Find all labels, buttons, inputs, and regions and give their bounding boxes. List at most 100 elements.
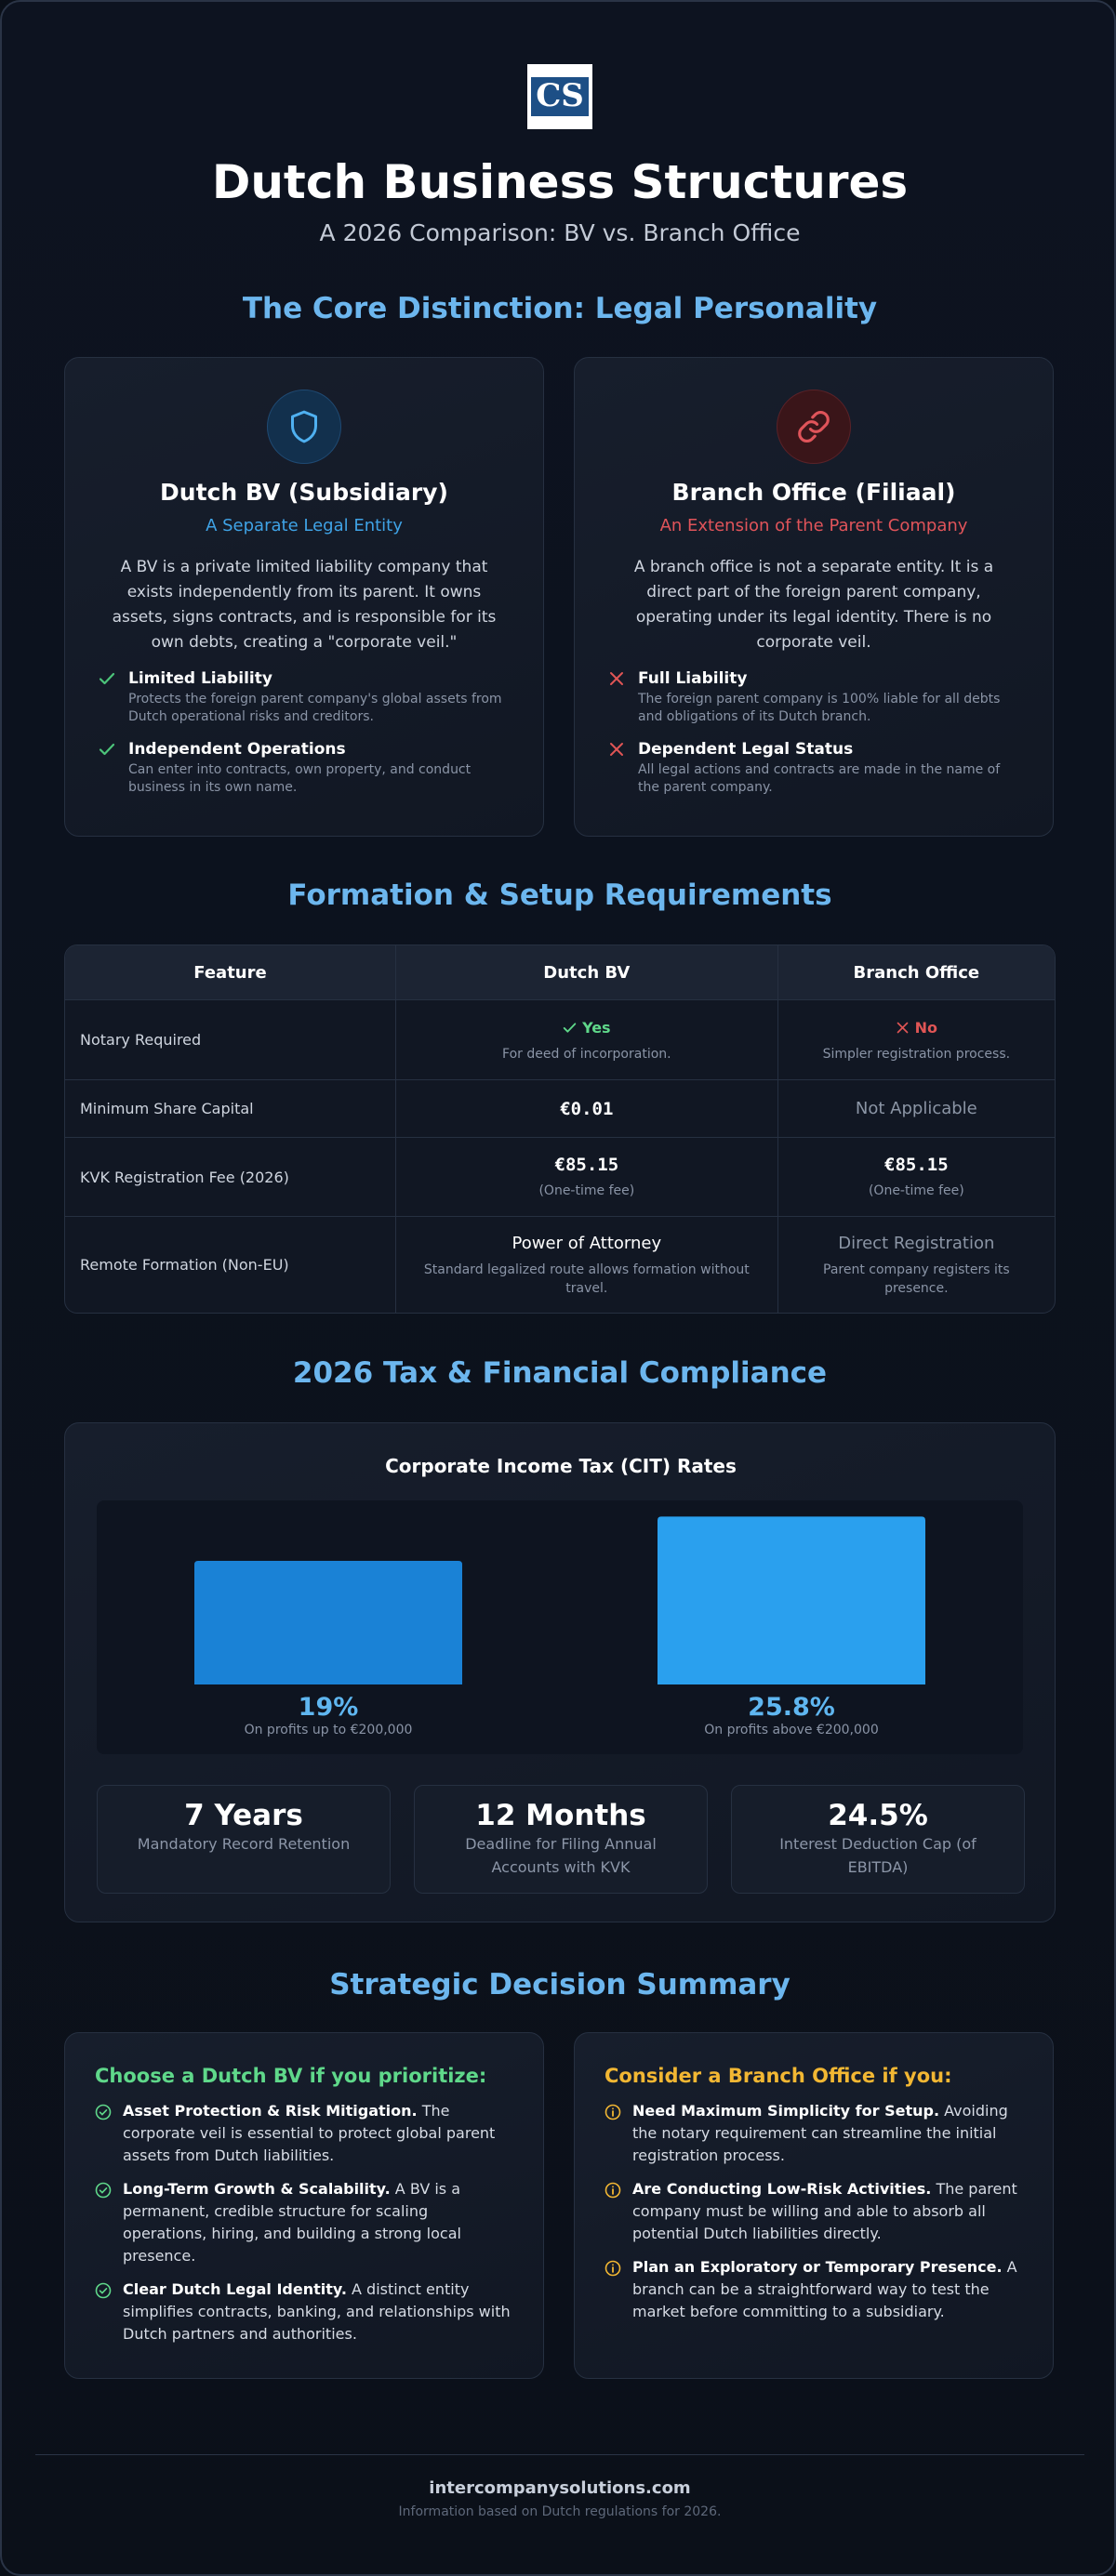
card-subtitle: An Extension of the Parent Company [659,516,968,535]
title: Dutch Business Structures [211,155,909,209]
icon [95,2182,112,2199]
icon [99,743,115,756]
point: Limited Liability Protects the foreign pa… [99,668,510,726]
point-text: Protects the foreign parent company's gl… [128,692,502,724]
value-label: 19% [299,1693,359,1722]
value-cell: Direct Registration Parent company regist… [777,1216,1055,1313]
icon [604,2182,621,2199]
logo: CS [527,64,592,129]
subtitle: A 2026 Comparison: BV vs. Branch Office [319,219,801,246]
cell-value: €85.15 [884,1155,949,1175]
stat-box: 7 Years Mandatory Record Retention [97,1785,391,1894]
summary-text: Plan an Exploratory or Temporary Presenc… [632,2256,1023,2323]
section-heading: Strategic Decision Summary [329,1968,790,2001]
item-text: A BV is a permanent, credible structure … [123,2180,461,2265]
stat-box: 24.5% Interest Deduction Cap (of EBITDA) [731,1785,1025,1894]
point: Full Liability The foreign parent company… [608,668,1019,726]
icon [610,743,623,756]
cell-main: €85.15 [797,1154,1036,1176]
cell-note: (One-time fee) [868,1183,964,1198]
cell-value: No [914,1018,938,1037]
icon-circle [267,390,341,464]
table-row: KVK Registration Fee (2026) €85.15 (One-ti… [65,1137,1055,1216]
item-lead: Clear Dutch Legal Identity. [123,2280,347,2298]
summary-text: Long-Term Growth & Scalability. A BV is … [123,2178,513,2267]
item-text: The parent company must be willing and a… [632,2180,1017,2242]
icon [95,2282,112,2299]
value-cell: Yes For deed of incorporation. [395,999,777,1079]
cell-main: €0.01 [415,1098,759,1120]
table-row: Notary Required Yes For deed of incorporat… [65,999,1055,1079]
table-row: Remote Formation (Non-EU) Power of Attorn… [65,1216,1055,1313]
item-text: A distinct entity simplifies contracts, … [123,2280,511,2343]
icon [798,411,830,443]
item-text: Avoiding the notary requirement can stre… [632,2102,1008,2164]
feature-cell: KVK Registration Fee (2026) [65,1137,395,1216]
point-text: All legal actions and contracts are made… [638,762,1001,795]
icon [604,2260,621,2277]
feature-cell: Remote Formation (Non-EU) [65,1216,395,1313]
cell-main: Direct Registration [797,1233,1036,1255]
summary-item: Long-Term Growth & Scalability. A BV is … [95,2178,513,2267]
chart-title: Corporate Income Tax (CIT) Rates [385,1455,737,1477]
value-cell: €0.01 [395,1079,777,1137]
section-heading: 2026 Tax & Financial Compliance [292,1356,828,1390]
logo-text: CS [536,77,584,114]
point-body: Full Liability The foreign parent company… [638,668,1019,726]
value-label: 25.8% [748,1693,835,1722]
icon-circle [777,390,851,464]
item-lead: Long-Term Growth & Scalability. [123,2180,391,2198]
item-text: A branch can be a straightforward way to… [632,2258,1017,2320]
stat-box: 12 Months Deadline for Filing Annual Acco… [414,1785,708,1894]
bar [194,1561,462,1684]
cell-main: €85.15 [415,1154,759,1176]
cell-note: Standard legalized route allows formatio… [423,1262,750,1296]
card-description: A BV is a private limited liability comp… [112,558,497,652]
stat-label: Mandatory Record Retention [137,1835,351,1853]
summary-text: Are Conducting Low-Risk Activities. The … [632,2178,1023,2245]
cell-value: €0.01 [560,1098,614,1119]
card-title: Branch Office (Filiaal) [671,479,956,506]
footer-note: Information based on Dutch regulations f… [398,2504,722,2519]
point-body: Independent Operations Can enter into con… [128,739,510,797]
cell-value: Not Applicable [855,1098,977,1118]
cell-value: Yes [582,1018,611,1037]
summary-item: Asset Protection & Risk Mitigation. The … [95,2100,513,2167]
point-title: Dependent Legal Status [638,740,854,759]
summary-item: Plan an Exploratory or Temporary Presenc… [604,2256,1023,2323]
feature-cell: Notary Required [65,999,395,1079]
point-text: The foreign parent company is 100% liabl… [638,692,1001,724]
summary-text: Asset Protection & Risk Mitigation. The … [123,2100,513,2167]
item-lead: Asset Protection & Risk Mitigation. [123,2102,418,2120]
cell-value: Power of Attorney [512,1233,662,1253]
summary-item: Clear Dutch Legal Identity. A distinct e… [95,2279,513,2345]
item-lead: Are Conducting Low-Risk Activities. [632,2180,932,2198]
tax-card: Corporate Income Tax (CIT) Rates 19% On p… [64,1422,1056,1922]
icon [95,2104,112,2120]
section-heading: The Core Distinction: Legal Personality [242,292,878,325]
divider [35,2454,1084,2455]
point: Dependent Legal Status All legal actions … [608,739,1019,797]
item-text: The corporate veil is essential to prote… [123,2102,496,2164]
point-body: Limited Liability Protects the foreign pa… [128,668,510,726]
icon [897,1022,908,1034]
value-cell: Power of Attorney Standard legalized rout… [395,1216,777,1313]
stat-label: Interest Deduction Cap (of EBITDA) [779,1835,976,1876]
feature-cell: Minimum Share Capital [65,1079,395,1137]
chart: 19%On profits up to €200,000 25.8%On prof… [97,1500,1023,1754]
cell-note: For deed of incorporation. [502,1046,671,1062]
section-heading: Formation & Setup Requirements [287,878,832,912]
footer-site: intercompanysolutions.com [429,2478,691,2498]
summary-text: Clear Dutch Legal Identity. A distinct e… [123,2279,513,2345]
cell-note: Simpler registration process. [822,1046,1011,1062]
cell-main: Not Applicable [797,1098,1036,1120]
comparison-table: Feature Dutch BV Branch Office Notary Requi… [64,945,1056,1314]
point-title: Independent Operations [128,740,346,759]
value-cell: €85.15 (One-time fee) [777,1137,1055,1216]
table-row: Minimum Share Capital €0.01 Not Applicable [65,1079,1055,1137]
point-title: Limited Liability [128,669,272,688]
icon [563,1023,577,1033]
card-description: A branch office is not a separate entity… [633,558,994,652]
